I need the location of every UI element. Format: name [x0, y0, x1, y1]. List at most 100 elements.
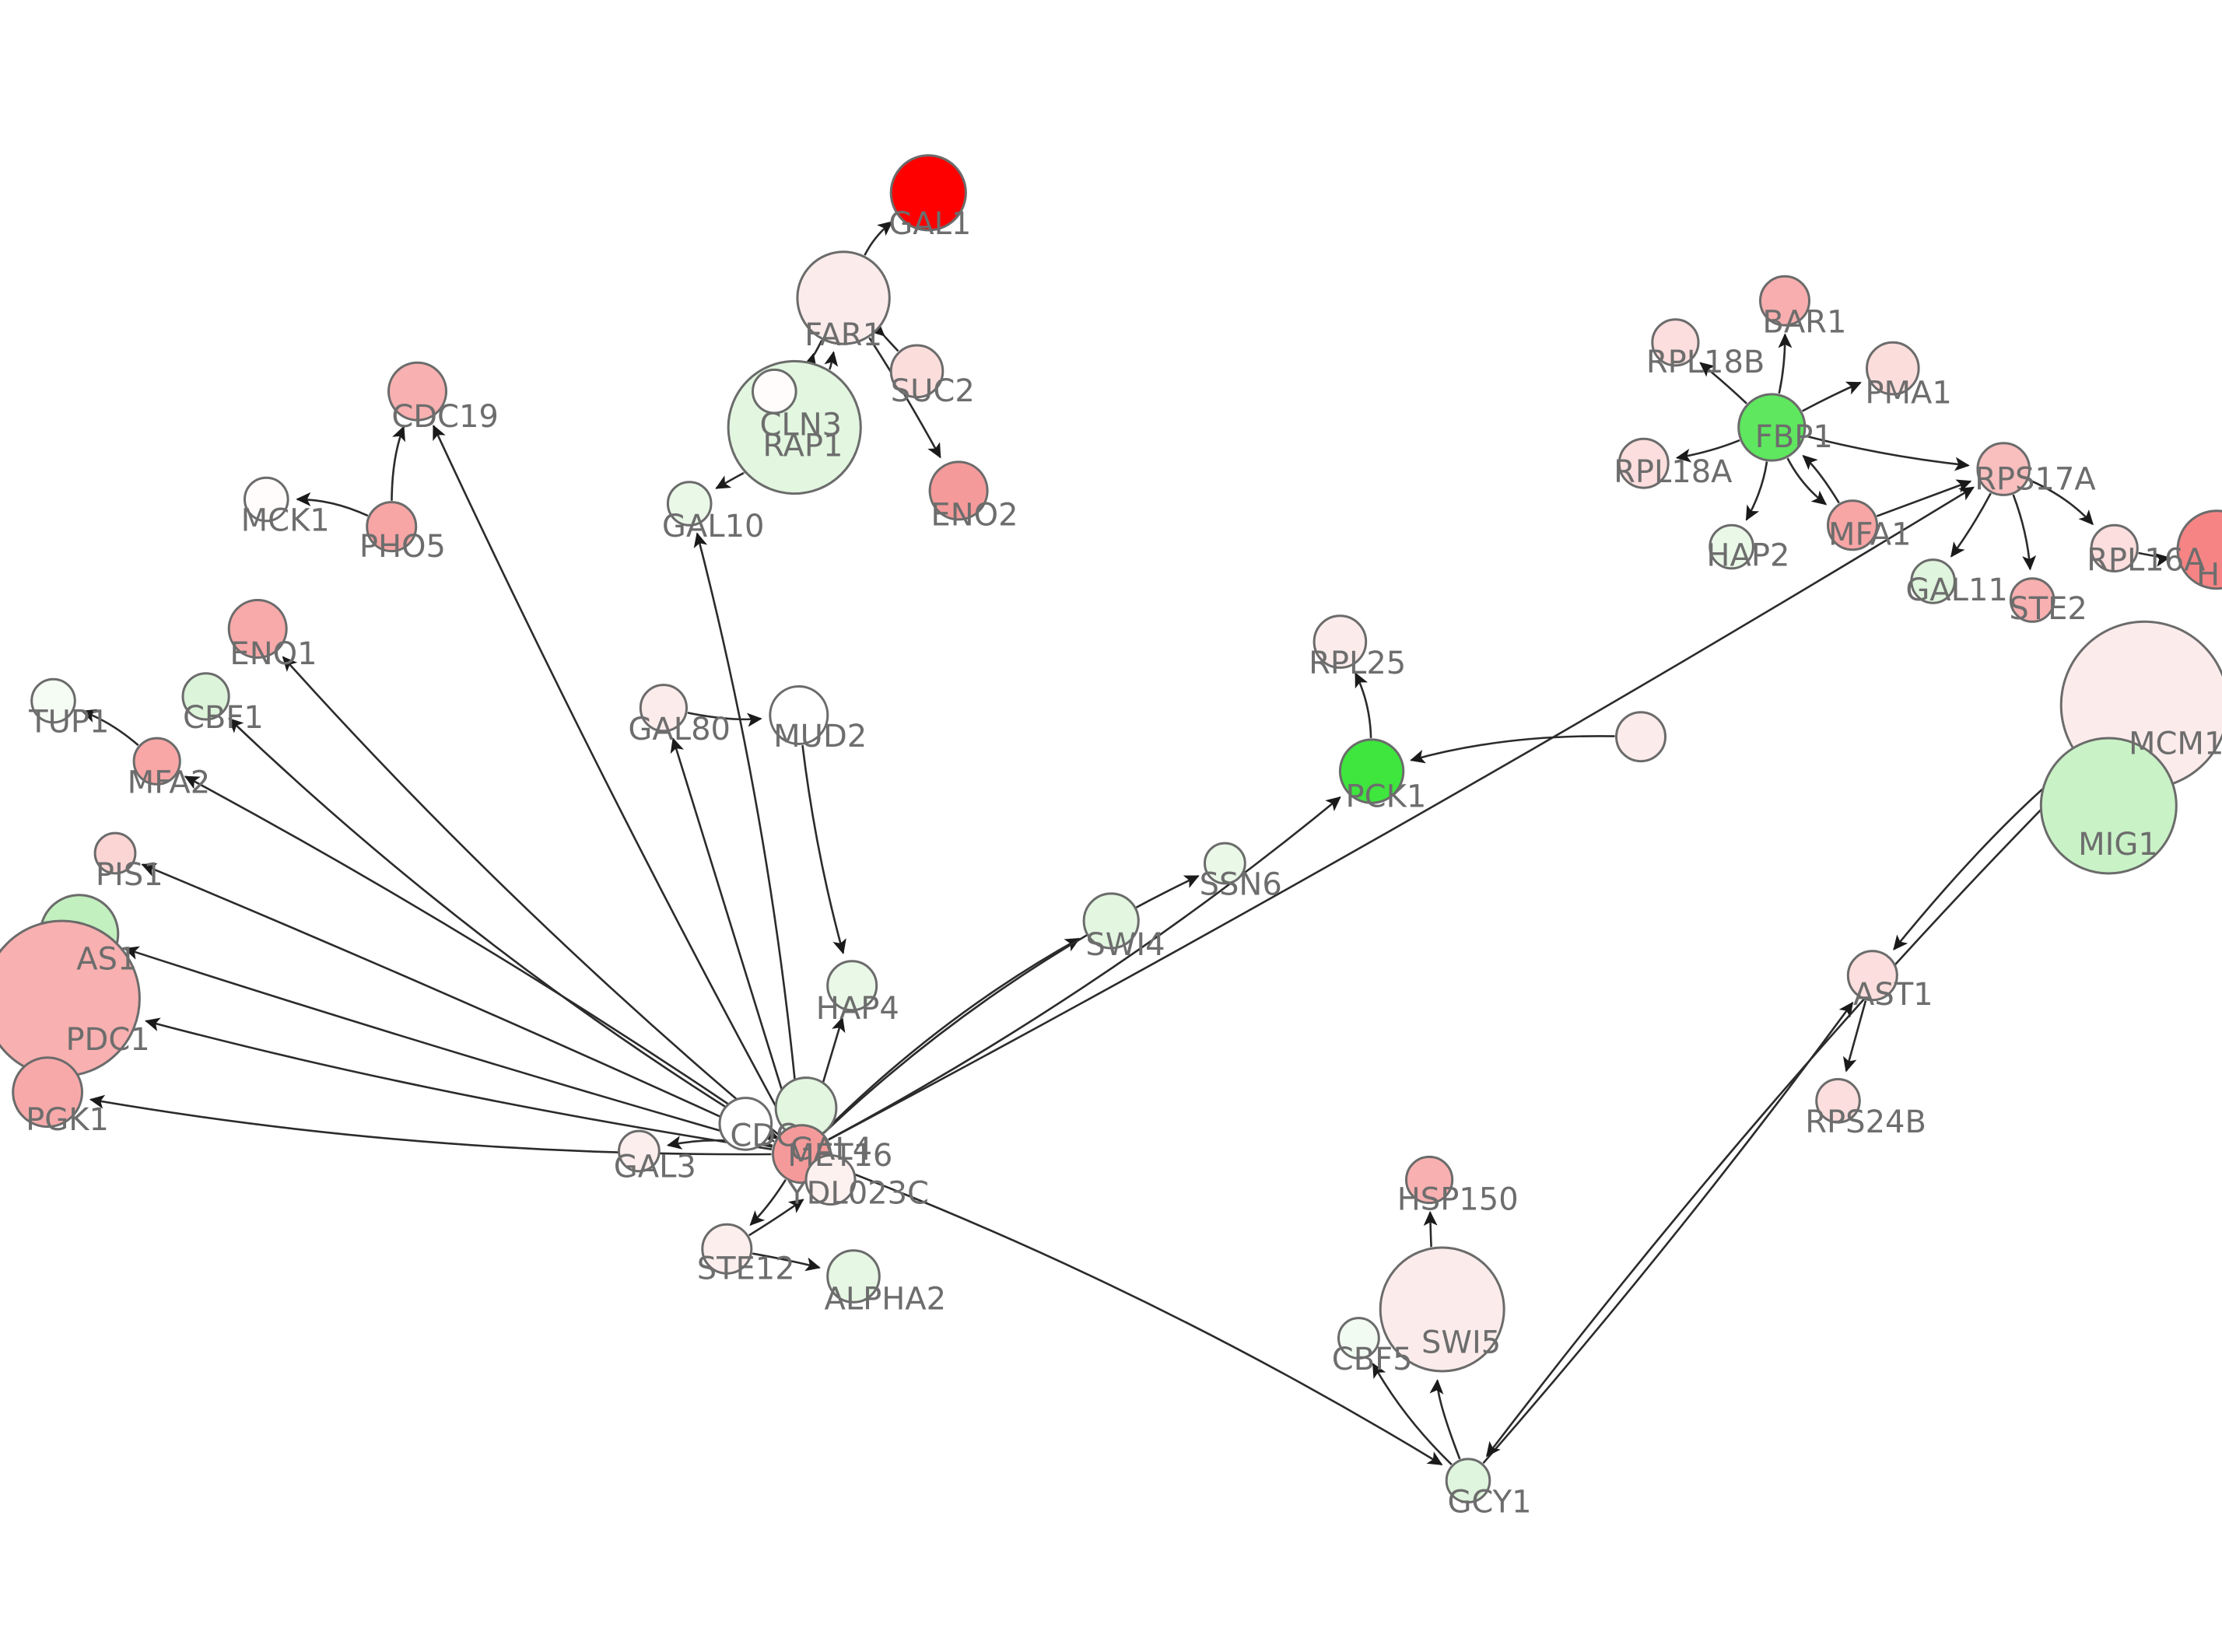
node-label-rpl18b: RPL18B [1646, 345, 1765, 380]
network-node-rpl18b[interactable] [1651, 318, 1700, 367]
network-node-ste12[interactable] [701, 1223, 753, 1275]
network-node-gal3[interactable] [618, 1129, 661, 1173]
network-edge [89, 1094, 772, 1156]
network-node-tup1[interactable] [30, 677, 76, 724]
node-label-cbf1: CBF1 [183, 700, 264, 736]
network-node-bar1[interactable] [1759, 275, 1810, 327]
network-edge [869, 321, 899, 352]
network-edge [693, 532, 801, 1125]
network-node-gal80[interactable] [639, 684, 689, 733]
network-edge [2012, 494, 2037, 571]
node-label-pck1: PCK1 [1346, 779, 1427, 814]
network-node-ste2[interactable] [2009, 577, 2056, 623]
node-label-bar1: BAR1 [1762, 304, 1846, 340]
network-node-mck1[interactable] [244, 476, 289, 523]
network-edge [824, 351, 839, 370]
node-label-ssn6: SSN6 [1200, 867, 1282, 903]
node-label-gal10: GAL10 [662, 509, 765, 544]
network-node-suc2[interactable] [889, 344, 945, 399]
network-node-eno2[interactable] [928, 460, 989, 521]
network-node-rpl16a[interactable] [2090, 523, 2139, 573]
network-node-cdc[interactable] [718, 1097, 773, 1151]
network-node-pho5[interactable] [366, 501, 418, 553]
network-node-cbf5[interactable] [1337, 1317, 1380, 1360]
network-node-pck1[interactable] [1338, 738, 1405, 804]
node-label-suc2: SUC2 [891, 373, 975, 409]
network-node-swi4[interactable] [1082, 892, 1140, 950]
node-label-hap4: HAP4 [816, 991, 899, 1027]
network-edge [864, 221, 893, 256]
network-node-hap4[interactable] [826, 960, 878, 1012]
network-edge [687, 712, 762, 727]
node-label-pgk1: PGK1 [26, 1102, 109, 1138]
network-edge [124, 946, 773, 1147]
network-edge [1482, 1001, 1854, 1465]
network-node-ydl023c[interactable] [804, 1154, 857, 1206]
node-label-mig1: MIG1 [2078, 827, 2158, 863]
network-node-gal11[interactable] [1910, 558, 1956, 604]
node-label-gcy1: GCY1 [1447, 1484, 1531, 1520]
network-node-rps24b[interactable] [1815, 1078, 1861, 1124]
network-edge [433, 425, 788, 1129]
network-edge [1745, 461, 1768, 521]
network-node-far1[interactable] [796, 250, 891, 345]
network-node-alpha2[interactable] [826, 1249, 881, 1304]
node-label-pma1: PMA1 [1865, 375, 1951, 411]
network-node-pma1[interactable] [1866, 341, 1920, 396]
network-edge [81, 709, 139, 747]
node-label-rpl25: RPL25 [1309, 646, 1406, 681]
node-label-as1: AS1 [76, 941, 137, 977]
network-node-rap1[interactable] [752, 368, 797, 415]
network-node-mud2[interactable] [769, 685, 829, 745]
network-edge [1802, 454, 1840, 504]
network-node-gcy1[interactable] [1445, 1458, 1491, 1503]
network-node-fbp1[interactable] [1737, 393, 1807, 462]
node-label-ydl023c: YDL023C [787, 1176, 929, 1212]
network-edge [822, 875, 1200, 1134]
network-edge [1876, 479, 1972, 517]
node-label-far1: FAR1 [804, 317, 882, 353]
network-edge [391, 425, 405, 501]
node-label-cln3: CLN3 [760, 408, 843, 443]
network-node-swi5[interactable] [1379, 1246, 1505, 1373]
network-node-gal1[interactable] [889, 154, 967, 232]
network-edge [1699, 362, 1747, 404]
node-label-his4: HIS4 [2196, 558, 2222, 593]
network-node-rpl25[interactable] [1313, 614, 1368, 669]
node-label-mud2: MUD2 [773, 719, 867, 754]
network-node-cbf1[interactable] [181, 672, 230, 721]
network-edge [670, 737, 794, 1125]
network-node-his4[interactable] [2176, 509, 2222, 590]
network-node-gal10[interactable] [666, 481, 713, 527]
network-edge [1786, 457, 1828, 506]
network-node-mig1[interactable] [2039, 737, 2178, 875]
node-label-pdc1: PDC1 [65, 1022, 149, 1058]
network-edge [803, 339, 823, 369]
network-node-ast1[interactable] [1846, 950, 1898, 1002]
node-label-cdc19: CDC19 [391, 399, 499, 435]
network-node-mfa1[interactable] [1827, 499, 1878, 551]
network-node-rpl18a[interactable] [1617, 437, 1670, 489]
node-label-met16: MET16 [787, 1138, 892, 1174]
node-label-tup1: TUP1 [28, 705, 109, 740]
network-edge [1675, 439, 1740, 463]
node-label-hap2: HAP2 [1706, 537, 1789, 573]
network-node-mfa2[interactable] [132, 737, 181, 786]
network-node-cdc19[interactable] [387, 361, 447, 422]
network-node-hsp150[interactable] [1405, 1155, 1454, 1205]
network-edge [748, 1199, 804, 1237]
node-label-cdc: CDC [730, 1118, 797, 1153]
network-node-eno1[interactable] [227, 599, 288, 659]
network-node-hap2[interactable] [1709, 523, 1754, 570]
node-label-gal11: GAL11 [1905, 572, 2008, 608]
network-node-pis1[interactable] [93, 831, 137, 875]
network-node-ssn6[interactable] [1204, 842, 1246, 885]
network-node-pgk1[interactable] [12, 1056, 83, 1129]
network-node-gcr2[interactable] [1615, 711, 1666, 763]
network-edge [1372, 1363, 1453, 1465]
node-label-pho5: PHO5 [359, 529, 446, 565]
network-node-rps17a[interactable] [1976, 442, 2031, 496]
node-label-rps24b: RPS24B [1805, 1104, 1926, 1140]
